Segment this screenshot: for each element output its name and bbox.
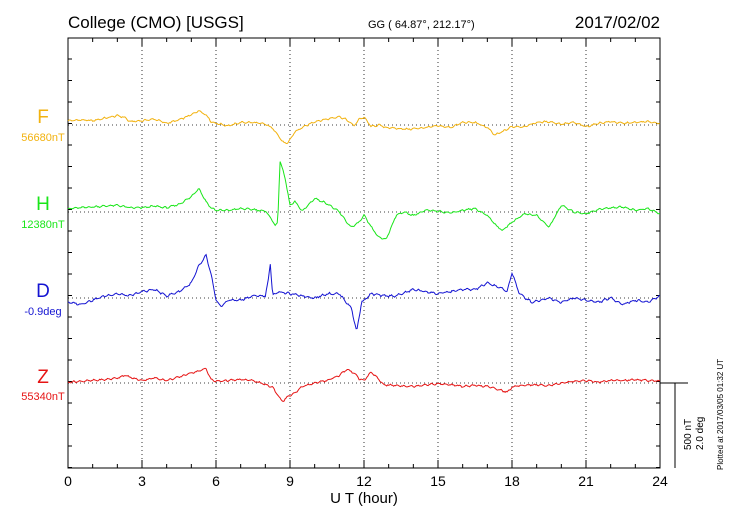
component-name-D: D [36,281,50,302]
x-tick-label-9: 9 [286,473,294,489]
x-tick-label-12: 12 [356,473,372,489]
station-title: College (CMO) [USGS] [68,13,244,32]
station-coordinates: GG ( 64.87°, 212.17°) [368,19,475,31]
baselines [68,124,660,384]
x-tick-label-6: 6 [212,473,220,489]
trace-H [67,161,660,240]
baseline-value-F: 56680nT [21,132,65,144]
plotted-timestamp: Plotted at 2017/03/05 01:32 UT [716,359,725,470]
trace-D [67,253,661,330]
baseline-value-D: -0.9deg [24,306,61,318]
x-tick-label-15: 15 [430,473,446,489]
x-tick-labels: 0 3 6 9 12 15 18 21 24 [64,473,668,489]
x-tick-label-3: 3 [138,473,146,489]
grid [141,38,587,468]
x-axis-label: U T (hour) [330,490,398,507]
component-name-F: F [37,107,49,128]
scale-bar: 500 nT 2.0 deg [660,382,706,468]
traces [67,110,661,402]
x-tick-label-24: 24 [652,473,668,489]
x-tick-label-21: 21 [578,473,594,489]
trace-Z [67,367,661,402]
scale-deg-label: 2.0 deg [695,417,706,450]
plot-date: 2017/02/02 [575,13,660,32]
x-tick-label-18: 18 [504,473,520,489]
baseline-value-H: 12380nT [21,219,65,231]
component-name-Z: Z [37,367,49,388]
scale-nt-label: 500 nT [683,419,694,450]
x-tick-label-0: 0 [64,473,72,489]
component-labels: F 56680nT H 12380nT D -0.9deg Z 55340nT [21,107,65,403]
trace-F [67,110,661,145]
component-name-H: H [36,194,50,215]
baseline-value-Z: 55340nT [21,391,65,403]
